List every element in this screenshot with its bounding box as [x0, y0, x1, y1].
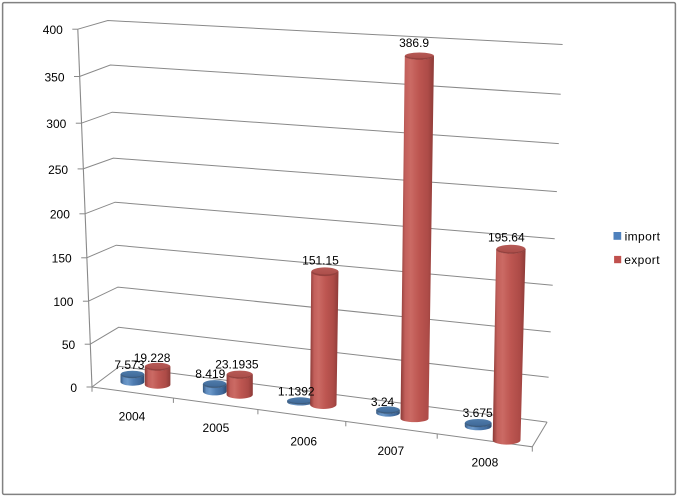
- svg-text:1.1392: 1.1392: [278, 384, 315, 398]
- svg-text:2004: 2004: [119, 409, 146, 423]
- svg-text:2007: 2007: [377, 444, 404, 458]
- svg-text:2006: 2006: [290, 434, 317, 448]
- svg-text:19.228: 19.228: [134, 351, 171, 365]
- svg-text:23.1935: 23.1935: [215, 358, 259, 372]
- svg-text:151.15: 151.15: [302, 254, 339, 268]
- svg-text:0: 0: [70, 381, 77, 395]
- svg-text:2005: 2005: [203, 421, 230, 435]
- svg-text:export: export: [624, 253, 660, 267]
- svg-text:50: 50: [62, 338, 76, 352]
- svg-text:200: 200: [50, 208, 70, 222]
- svg-text:300: 300: [46, 117, 66, 131]
- svg-text:3.675: 3.675: [463, 406, 493, 420]
- svg-text:386.9: 386.9: [399, 36, 429, 50]
- svg-text:7.573: 7.573: [114, 358, 144, 372]
- svg-text:8.419: 8.419: [195, 367, 225, 381]
- svg-text:import: import: [625, 229, 661, 243]
- svg-text:400: 400: [43, 23, 63, 37]
- svg-text:150: 150: [52, 252, 72, 266]
- svg-text:3.24: 3.24: [371, 395, 395, 409]
- svg-text:100: 100: [53, 295, 73, 309]
- svg-text:250: 250: [48, 163, 68, 177]
- svg-text:2008: 2008: [472, 456, 499, 470]
- svg-text:350: 350: [44, 70, 64, 84]
- svg-text:195.64: 195.64: [488, 230, 525, 244]
